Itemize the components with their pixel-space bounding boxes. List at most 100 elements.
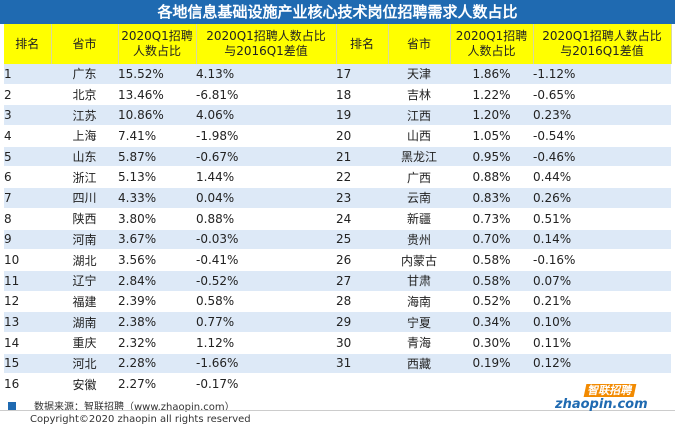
diff-cell: -0.65% [533,84,671,106]
diff-cell: -6.81% [196,84,336,106]
header-province: 省市 [51,24,119,64]
table-row: 16 安徽 2.27% -0.17% [4,373,671,395]
rank-cell: 27 [336,270,388,292]
ranking-table: 排名 省市 2020Q1招聘 人数占比 2020Q1招聘人数占比 与2016Q1差值… [4,24,672,395]
diff-cell: 0.12% [533,353,671,375]
table-row: 12 福建 2.39% 0.58% 28 海南 0.52% 0.21% [4,291,671,313]
province-cell: 上海 [51,125,118,147]
rank-cell: 10 [4,249,51,271]
diff-cell: 1.12% [196,332,336,354]
rank-cell: 28 [336,291,388,313]
share-cell: 5.13% [118,166,196,189]
table-row: 9 河南 3.67% -0.03% 25 贵州 0.70% 0.14% [4,229,671,251]
share-cell: 5.87% [118,146,196,168]
province-cell: 海南 [388,291,450,313]
province-cell: 吉林 [388,84,450,106]
rank-cell: 3 [4,104,51,127]
rank-cell: 2 [4,84,51,106]
province-cell: 湖南 [51,311,118,333]
zhaopin-logo: 智联招聘 zhaopin.com [555,384,667,412]
share-cell [450,373,533,395]
province-cell: 宁夏 [388,311,450,333]
diff-cell: -1.12% [533,64,671,85]
province-cell: 黑龙江 [388,146,450,168]
rank-cell: 13 [4,311,51,333]
rank-cell: 25 [336,229,388,251]
share-cell: 2.38% [118,311,196,333]
table-row: 8 陕西 3.80% 0.88% 24 新疆 0.73% 0.51% [4,208,671,230]
province-cell [388,373,450,395]
rank-cell: 26 [336,249,388,271]
header-share-2: 2020Q1招聘 人数占比 [450,24,534,64]
rank-cell: 8 [4,208,51,230]
share-cell: 3.56% [118,249,196,271]
table-row: 4 上海 7.41% -1.98% 20 山西 1.05% -0.54% [4,125,671,147]
share-cell: 0.88% [450,166,533,189]
province-cell: 江西 [388,104,450,127]
share-cell: 3.67% [118,229,196,251]
province-cell: 山西 [388,125,450,147]
rank-cell: 17 [336,64,388,85]
table-row: 5 山东 5.87% -0.67% 21 黑龙江 0.95% -0.46% [4,146,671,168]
diff-cell: 0.07% [533,270,671,292]
rank-cell: 30 [336,332,388,354]
province-cell: 广西 [388,166,450,189]
province-cell: 重庆 [51,332,118,354]
rank-cell: 15 [4,353,51,375]
table-row: 7 四川 4.33% 0.04% 23 云南 0.83% 0.26% [4,187,671,209]
page-title: 各地信息基础设施产业核心技术岗位招聘需求人数占比 [0,0,675,24]
rank-cell: 24 [336,208,388,230]
diff-cell: 0.21% [533,291,671,313]
header-province-2: 省市 [388,24,451,64]
province-cell: 内蒙古 [388,249,450,271]
share-cell: 1.22% [450,84,533,106]
diff-cell: 0.26% [533,187,671,209]
copyright-text: Copyright©2020 zhaopin all rights reserv… [30,414,251,425]
share-cell: 2.28% [118,353,196,375]
province-cell: 北京 [51,84,118,106]
share-cell: 10.86% [118,104,196,127]
province-cell: 安徽 [51,373,118,395]
share-cell: 0.95% [450,146,533,168]
diff-cell: 4.06% [196,104,336,127]
table-header-row: 排名 省市 2020Q1招聘 人数占比 2020Q1招聘人数占比 与2016Q1差值… [4,24,672,64]
province-cell: 陕西 [51,208,118,230]
share-cell: 15.52% [118,64,196,85]
diff-cell: -1.98% [196,125,336,147]
rank-cell: 1 [4,64,51,85]
diff-cell: 0.11% [533,332,671,354]
province-cell: 西藏 [388,353,450,375]
header-diff-2: 2020Q1招聘人数占比 与2016Q1差值 [533,24,672,64]
diff-cell: 0.04% [196,187,336,209]
share-cell: 4.33% [118,187,196,209]
rank-cell: 22 [336,166,388,189]
rank-cell: 9 [4,229,51,251]
province-cell: 河北 [51,353,118,375]
share-cell: 0.58% [450,249,533,271]
rank-cell: 21 [336,146,388,168]
rank-cell: 11 [4,270,51,292]
province-cell: 四川 [51,187,118,209]
diff-cell: -0.16% [533,249,671,271]
header-diff: 2020Q1招聘人数占比 与2016Q1差值 [196,24,337,64]
share-cell: 2.32% [118,332,196,354]
diff-cell: 0.44% [533,166,671,189]
diff-cell: -0.52% [196,270,336,292]
share-cell: 1.86% [450,64,533,85]
table-row: 10 湖北 3.56% -0.41% 26 内蒙古 0.58% -0.16% [4,249,671,271]
share-cell: 1.05% [450,125,533,147]
data-source: 数据来源：智联招聘（www.zhaopin.com） [8,398,235,413]
share-cell: 0.30% [450,332,533,354]
province-cell: 山东 [51,146,118,168]
diff-cell: 0.10% [533,311,671,333]
diff-cell: 0.51% [533,208,671,230]
province-cell: 甘肃 [388,270,450,292]
share-cell: 0.73% [450,208,533,230]
rank-cell: 29 [336,311,388,333]
province-cell: 广东 [51,64,118,85]
rank-cell: 12 [4,291,51,313]
province-cell: 新疆 [388,208,450,230]
rank-cell: 4 [4,125,51,147]
diff-cell: -0.41% [196,249,336,271]
diff-cell: 1.44% [196,166,336,189]
